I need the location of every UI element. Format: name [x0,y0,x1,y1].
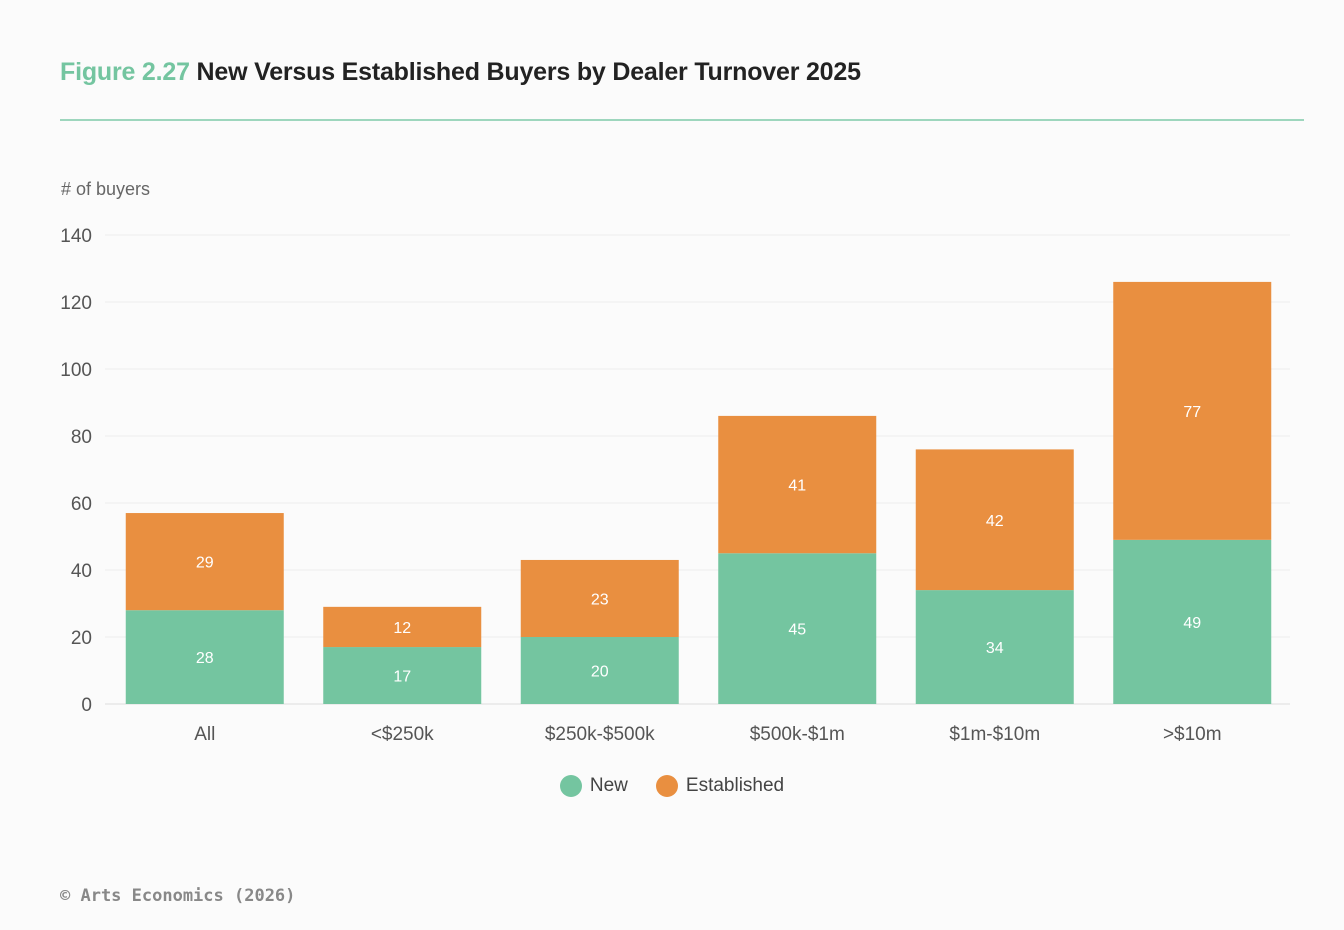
x-tick-label: $1m-$10m [949,724,1040,745]
data-label: 23 [591,591,609,608]
y-tick-label: 60 [71,494,92,515]
data-label: 28 [196,650,214,667]
y-tick-label: 120 [60,293,92,314]
x-tick-label: >$10m [1163,724,1222,745]
bar-established [125,513,284,611]
y-tick-label: 140 [60,226,92,247]
data-label: 45 [788,622,806,639]
bar-established [718,415,877,554]
bar-established [323,606,482,648]
figure-number: Figure 2.27 [60,58,190,86]
data-label: 77 [1183,404,1201,421]
bar-new [1113,539,1272,704]
y-tick-label: 20 [71,628,92,649]
legend-swatch-established [655,775,678,797]
bar-new [915,590,1074,704]
data-label: 20 [591,664,609,681]
bar-established [915,449,1074,591]
data-label: 17 [393,669,411,686]
x-tick-label: $500k-$1m [750,724,845,745]
bar-new [323,647,482,704]
y-tick-label: 80 [71,427,92,448]
title-text: New Versus Established Buyers by Dealer … [196,58,861,86]
legend-item-new: New [559,775,628,797]
data-label: 49 [1183,615,1201,632]
legend-swatch-new [559,775,582,797]
x-tick-label: All [194,724,215,745]
data-label: 29 [196,555,214,572]
y-axis-label: # of buyers [61,179,151,199]
data-label: 34 [986,640,1004,657]
data-label: 42 [986,513,1004,530]
bar-new [125,610,284,704]
legend: New Established [0,775,1344,797]
bar-established [1113,281,1272,540]
x-tick-label: <$250k [371,724,434,745]
legend-label-new: New [589,775,628,796]
y-tick-label: 100 [60,360,92,381]
x-tick-label: $250k-$500k [545,724,655,745]
chart-title: Figure 2.27 New Versus Established Buyer… [60,58,861,87]
y-tick-label: 40 [71,561,92,582]
y-tick-label: 0 [81,695,92,716]
title-divider [60,119,1304,121]
bar-new [520,637,679,704]
copyright-footer: © Arts Economics (2026) [60,886,296,906]
legend-item-established: Established [655,775,785,797]
bar-new [718,553,877,704]
data-label: 41 [788,478,806,495]
bar-established [520,559,679,637]
legend-label-established: Established [685,775,785,796]
data-label: 12 [393,620,411,637]
